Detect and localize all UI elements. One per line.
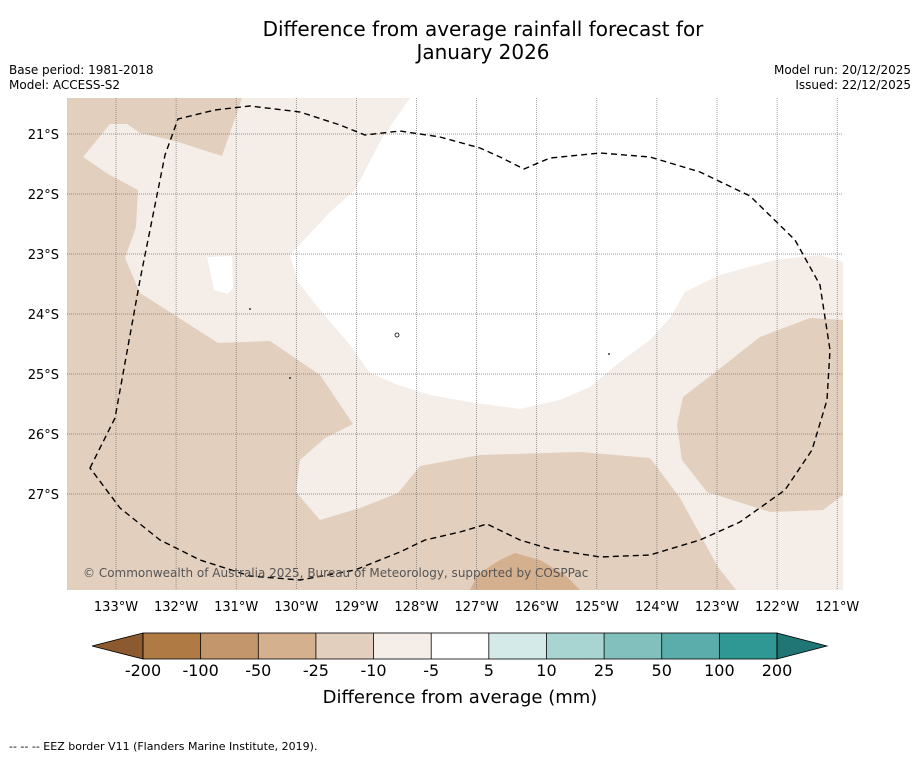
lon-label: 125°W	[575, 600, 619, 615]
colorbar-tick-label: -5	[423, 661, 439, 680]
colorbar-tick-label: 50	[652, 661, 672, 680]
gridlines	[67, 98, 843, 590]
colorbar-segment	[488, 633, 547, 659]
model-name: Model: ACCESS-S2	[9, 78, 121, 92]
lon-label: 131°W	[214, 600, 258, 615]
lat-label: 21°S	[28, 128, 59, 143]
island	[289, 377, 291, 379]
region-minus-25-to-50	[470, 553, 580, 590]
colorbar-tick-label: -10	[360, 661, 386, 680]
colorbar-tick-label: 25	[594, 661, 614, 680]
lon-label: 130°W	[274, 600, 318, 615]
lat-label: 23°S	[28, 248, 59, 263]
colorbar-tick-label: -50	[245, 661, 271, 680]
colorbar-segment	[200, 633, 259, 659]
colorbar-tick-label: 10	[536, 661, 556, 680]
meta-right: Model run: 20/12/2025 Issued: 22/12/2025	[774, 63, 911, 93]
colorbar-segment	[604, 633, 662, 659]
colorbar-segment	[719, 633, 777, 659]
model-run: Model run: 20/12/2025	[773, 63, 911, 77]
title-line-1: Difference from average rainfall forecas…	[262, 17, 704, 41]
colorbar-segment	[315, 633, 374, 659]
colorbar-tick-label: 200	[762, 661, 793, 680]
colorbar-segment	[143, 633, 201, 659]
lon-label: 129°W	[334, 600, 378, 615]
colorbar-segment	[258, 633, 316, 659]
lon-label: 133°W	[94, 600, 138, 615]
lon-label: 126°W	[515, 600, 559, 615]
colorbar-tick-label: 5	[484, 661, 494, 680]
lat-label: 22°S	[28, 188, 59, 203]
region-neutral	[290, 98, 843, 409]
lon-label: 132°W	[154, 600, 198, 615]
eez-border	[89, 105, 831, 581]
colorbar-tick-label: -100	[182, 661, 218, 680]
issued-date: Issued: 22/12/2025	[795, 78, 911, 92]
map-title: Difference from average rainfall forecas…	[0, 18, 919, 64]
lon-label: 123°W	[695, 600, 739, 615]
colorbar-arrow-left	[91, 632, 144, 660]
map-area: © Commonwealth of Australia 2025, Bureau…	[67, 98, 843, 590]
colorbar-arrow-right	[776, 632, 829, 660]
island	[249, 308, 251, 310]
colorbar-tick-label: 100	[704, 661, 735, 680]
island	[608, 353, 610, 355]
title-line-2: January 2026	[416, 40, 550, 64]
colorbar-segment	[546, 633, 605, 659]
region-neutral-patch	[207, 256, 233, 294]
lon-label: 127°W	[455, 600, 499, 615]
colorbar-label: Difference from average (mm)	[323, 687, 598, 708]
colorbar-segment	[661, 633, 720, 659]
footnote: -- -- -- EEZ border V11 (Flanders Marine…	[9, 740, 318, 753]
colorbar: -200 -100 -50 -25 -10 -5 5 10 25 50 100 200	[91, 632, 829, 680]
lon-label: 124°W	[635, 600, 679, 615]
lat-label: 27°S	[28, 488, 59, 503]
latitude-labels: 21°S 22°S 23°S 24°S 25°S 26°S 27°S	[28, 128, 59, 503]
colorbar-segment	[373, 633, 432, 659]
meta-left: Base period: 1981-2018 Model: ACCESS-S2	[9, 63, 154, 93]
lat-label: 24°S	[28, 308, 59, 323]
lat-label: 25°S	[28, 368, 59, 383]
island	[394, 332, 400, 338]
copyright-text: © Commonwealth of Australia 2025, Bureau…	[83, 566, 588, 580]
lat-label: 26°S	[28, 428, 59, 443]
lon-label: 122°W	[755, 600, 799, 615]
colorbar-tick-label: -25	[303, 661, 329, 680]
base-period: Base period: 1981-2018	[9, 63, 154, 77]
longitude-labels: 133°W 132°W 131°W 130°W 129°W 128°W 127°W 126°W…	[94, 600, 860, 615]
lon-label: 128°W	[394, 600, 438, 615]
lon-label: 121°W	[815, 600, 859, 615]
colorbar-segment	[431, 633, 489, 659]
colorbar-tick-label: -200	[125, 661, 161, 680]
